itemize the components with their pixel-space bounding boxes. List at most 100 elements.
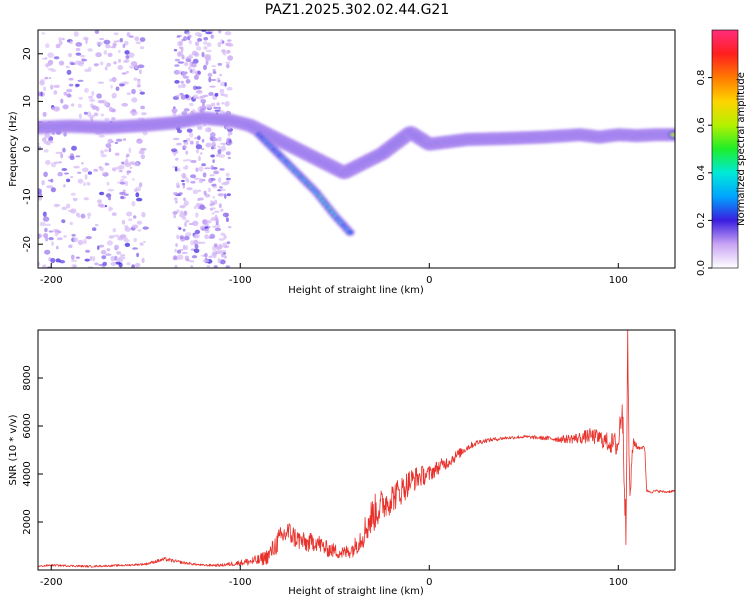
noise-speck [188, 223, 194, 225]
noise-speck [96, 41, 103, 46]
noise-speck [79, 54, 86, 58]
noise-speck [225, 217, 229, 222]
noise-speck [104, 149, 108, 153]
noise-speck [193, 205, 197, 210]
noise-speck [53, 90, 58, 95]
noise-speck [131, 178, 135, 181]
noise-speck [40, 79, 46, 82]
noise-speck [138, 182, 143, 188]
noise-speck [81, 58, 88, 62]
noise-speck [178, 70, 183, 73]
noise-speck [116, 40, 120, 43]
ridge-core [669, 132, 675, 137]
noise-speck [181, 83, 186, 89]
noise-speck [174, 64, 180, 67]
noise-speck [139, 89, 142, 92]
noise-speck [104, 66, 108, 71]
noise-speck [200, 151, 203, 155]
noise-speck [219, 88, 225, 92]
noise-speck [66, 88, 73, 93]
noise-speck [43, 233, 49, 239]
noise-speck [108, 106, 113, 112]
noise-speck [117, 49, 121, 54]
noise-speck [96, 93, 102, 99]
noise-speck [218, 106, 221, 110]
noise-speck [110, 261, 117, 266]
noise-speck [68, 244, 73, 249]
noise-speck [55, 43, 61, 49]
noise-speck [195, 90, 203, 94]
noise-speck [98, 244, 105, 248]
noise-speck [83, 197, 90, 201]
noise-speck [201, 227, 206, 231]
noise-speck [205, 60, 209, 66]
noise-speck [140, 105, 146, 110]
noise-speck [107, 188, 115, 192]
noise-speck [62, 104, 69, 110]
noise-speck [177, 61, 185, 64]
noise-speck [100, 250, 107, 255]
noise-speck [125, 55, 130, 59]
noise-speck [71, 264, 77, 268]
noise-speck [142, 226, 149, 230]
noise-speck [179, 235, 184, 240]
noise-speck [184, 235, 190, 241]
noise-speck [204, 167, 211, 170]
noise-speck [195, 86, 202, 90]
noise-speck [98, 134, 105, 138]
noise-speck [75, 42, 83, 47]
colorbar: 0.0 0.2 0.4 0.6 0.8 Normalized spectral ampl… [696, 29, 747, 276]
noise-speck [82, 239, 87, 245]
noise-speck [134, 36, 140, 41]
noise-speck [56, 237, 63, 241]
noise-speck [208, 76, 212, 83]
noise-speck [41, 32, 46, 35]
noise-speck [224, 255, 227, 259]
noise-speck [221, 181, 229, 186]
noise-speck [173, 49, 178, 52]
noise-speck [184, 62, 189, 67]
noise-speck [188, 65, 192, 71]
noise-speck [56, 245, 59, 250]
noise-speck [190, 240, 195, 246]
noise-speck [207, 72, 213, 77]
noise-speck [212, 68, 216, 72]
noise-speck [135, 41, 142, 45]
noise-speck [227, 39, 232, 42]
noise-speck [184, 159, 192, 162]
noise-speck [183, 159, 186, 162]
noise-speck [227, 55, 234, 61]
noise-speck [219, 109, 224, 113]
noise-speck [75, 52, 82, 56]
noise-speck [84, 174, 88, 180]
noise-speck [205, 127, 212, 133]
noise-speck [225, 172, 230, 177]
noise-speck [192, 85, 198, 91]
noise-speck [213, 199, 218, 205]
noise-speck [111, 117, 116, 121]
noise-speck [185, 58, 192, 63]
noise-speck [217, 177, 222, 183]
noise-speck [176, 142, 182, 146]
noise-speck [77, 103, 82, 109]
noise-speck [184, 255, 190, 261]
snr-y-tick-label: 4000 [22, 461, 33, 486]
noise-speck [186, 178, 190, 184]
noise-speck [110, 46, 117, 49]
noise-speck [214, 109, 221, 112]
noise-speck [206, 264, 211, 268]
noise-speck [174, 58, 181, 62]
noise-speck [197, 189, 202, 193]
noise-speck [84, 88, 89, 93]
noise-speck [124, 242, 131, 247]
noise-speck [204, 193, 211, 198]
noise-speck [137, 64, 145, 69]
noise-speck [94, 262, 99, 266]
noise-speck [120, 195, 125, 200]
noise-speck [177, 51, 182, 57]
noise-speck [134, 262, 141, 268]
noise-speck [94, 223, 99, 227]
noise-speck [137, 229, 142, 232]
noise-speck [207, 220, 212, 224]
colorbar-label: Normalized spectral amplitude [736, 72, 747, 226]
